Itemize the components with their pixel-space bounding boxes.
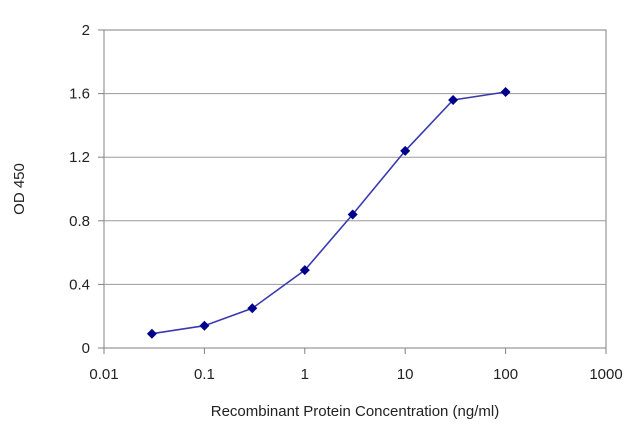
x-tick-label: 1000 <box>589 366 622 383</box>
y-tick-label: 0 <box>82 340 90 357</box>
grid-lines <box>104 93 606 285</box>
x-tick-label: 0.1 <box>194 366 215 383</box>
series-line <box>151 91 506 335</box>
y-axis-title: OD 450 <box>11 163 28 215</box>
data-point <box>500 87 511 98</box>
data-point <box>146 328 157 339</box>
data-point <box>299 265 310 276</box>
y-tick-label: 0.8 <box>69 213 90 230</box>
data-point <box>400 145 411 156</box>
y-axis-ticks: 0 0.4 0.8 1.2 1.6 2 <box>69 22 104 357</box>
plot-area <box>103 29 607 349</box>
data-point <box>199 320 210 331</box>
y-tick-label: 1.6 <box>69 86 90 103</box>
y-tick-label: 1.2 <box>69 149 90 166</box>
x-tick-label: 100 <box>493 366 518 383</box>
x-tick-label: 1 <box>301 366 309 383</box>
data-point <box>247 303 258 314</box>
x-tick-label: 0.01 <box>89 366 118 383</box>
y-tick-label: 2 <box>82 22 90 39</box>
data-point <box>448 94 459 105</box>
x-tick-label: 10 <box>397 366 414 383</box>
x-axis-title: Recombinant Protein Concentration (ng/ml… <box>211 403 499 420</box>
data-point <box>347 209 358 220</box>
y-tick-label: 0.4 <box>69 276 90 293</box>
data-points <box>146 87 511 339</box>
x-axis-ticks: 0.01 0.1 1 10 100 1000 <box>89 348 623 383</box>
